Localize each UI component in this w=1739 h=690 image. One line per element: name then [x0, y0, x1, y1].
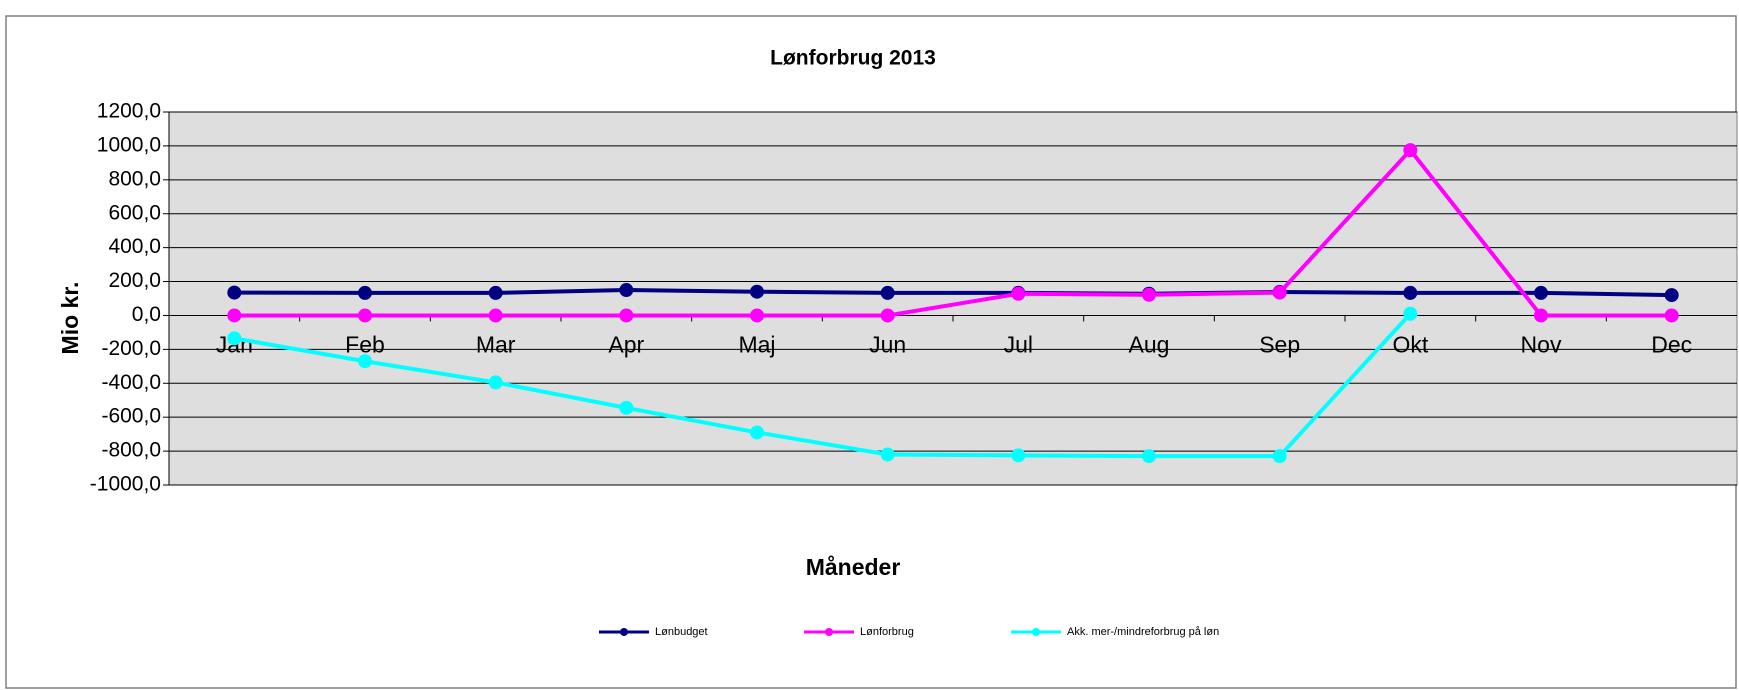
x-tick-label: Jul	[1004, 332, 1033, 358]
data-point	[1142, 449, 1156, 464]
x-tick-label: Sep	[1259, 332, 1300, 358]
y-tick-label: -1000,0	[90, 473, 161, 496]
x-tick-label: Mar	[476, 332, 516, 358]
data-point	[880, 285, 895, 300]
y-axis-label: Mio kr.	[57, 282, 83, 355]
data-point	[488, 375, 503, 390]
data-point	[750, 308, 764, 323]
y-tick-label: 1200,0	[97, 100, 161, 123]
data-point	[227, 331, 242, 346]
y-tick-label: -600,0	[101, 405, 161, 428]
data-point	[1272, 285, 1287, 300]
legend-marker	[825, 628, 833, 636]
data-point	[619, 308, 634, 323]
series-line	[234, 288, 1672, 298]
legend-label: Lønbudget	[655, 626, 708, 638]
plot-area	[168, 111, 1738, 486]
data-point	[750, 284, 764, 299]
x-tick-label: Aug	[1129, 332, 1170, 358]
data-point	[880, 447, 895, 462]
data-point	[227, 285, 242, 300]
series-line	[233, 312, 1412, 459]
data-point	[619, 283, 634, 298]
data-point	[358, 354, 372, 369]
data-point	[1142, 287, 1156, 302]
y-tick-label: -200,0	[101, 337, 161, 360]
x-tick-label: Maj	[738, 332, 775, 358]
x-tick-label: Okt	[1392, 332, 1428, 358]
data-point	[1011, 448, 1026, 463]
data-point	[880, 308, 895, 323]
data-point	[750, 425, 764, 440]
data-point	[1272, 449, 1287, 464]
data-point	[1534, 308, 1548, 323]
y-tick-label: -400,0	[101, 371, 161, 394]
x-tick-label: Feb	[345, 332, 385, 358]
y-tick-label: 600,0	[108, 201, 161, 224]
y-tick-label: 0,0	[132, 303, 161, 326]
data-point	[488, 285, 503, 300]
data-point	[1664, 288, 1679, 303]
x-tick-label: Jun	[869, 332, 906, 358]
legend-label: Akk. mer-/mindreforbrug på løn	[1067, 626, 1219, 638]
data-point	[358, 285, 372, 300]
data-point	[358, 308, 372, 323]
data-point	[488, 308, 503, 323]
data-point	[1534, 285, 1548, 300]
chart-title: Lønforbrug 2013	[770, 47, 936, 70]
legend-label: Lønforbrug	[860, 626, 914, 638]
data-point	[1403, 143, 1418, 158]
y-tick-label: 200,0	[108, 269, 161, 292]
x-tick-label: Dec	[1651, 332, 1692, 358]
y-tick-label: -800,0	[101, 439, 161, 462]
y-tick-label: 800,0	[108, 167, 161, 190]
legend-marker	[1032, 628, 1040, 636]
data-point	[227, 308, 242, 323]
data-point	[1011, 286, 1026, 301]
y-tick-label: 400,0	[108, 235, 161, 258]
data-point	[1403, 285, 1418, 300]
x-axis-label: Måneder	[806, 554, 901, 580]
data-point	[619, 400, 634, 415]
data-point	[1403, 306, 1418, 321]
x-tick-label: Apr	[608, 332, 644, 358]
y-tick-label: 1000,0	[97, 133, 161, 156]
legend-marker	[620, 628, 628, 636]
series-line	[234, 148, 1672, 318]
data-point	[1664, 308, 1679, 323]
x-tick-label: Nov	[1521, 332, 1562, 358]
